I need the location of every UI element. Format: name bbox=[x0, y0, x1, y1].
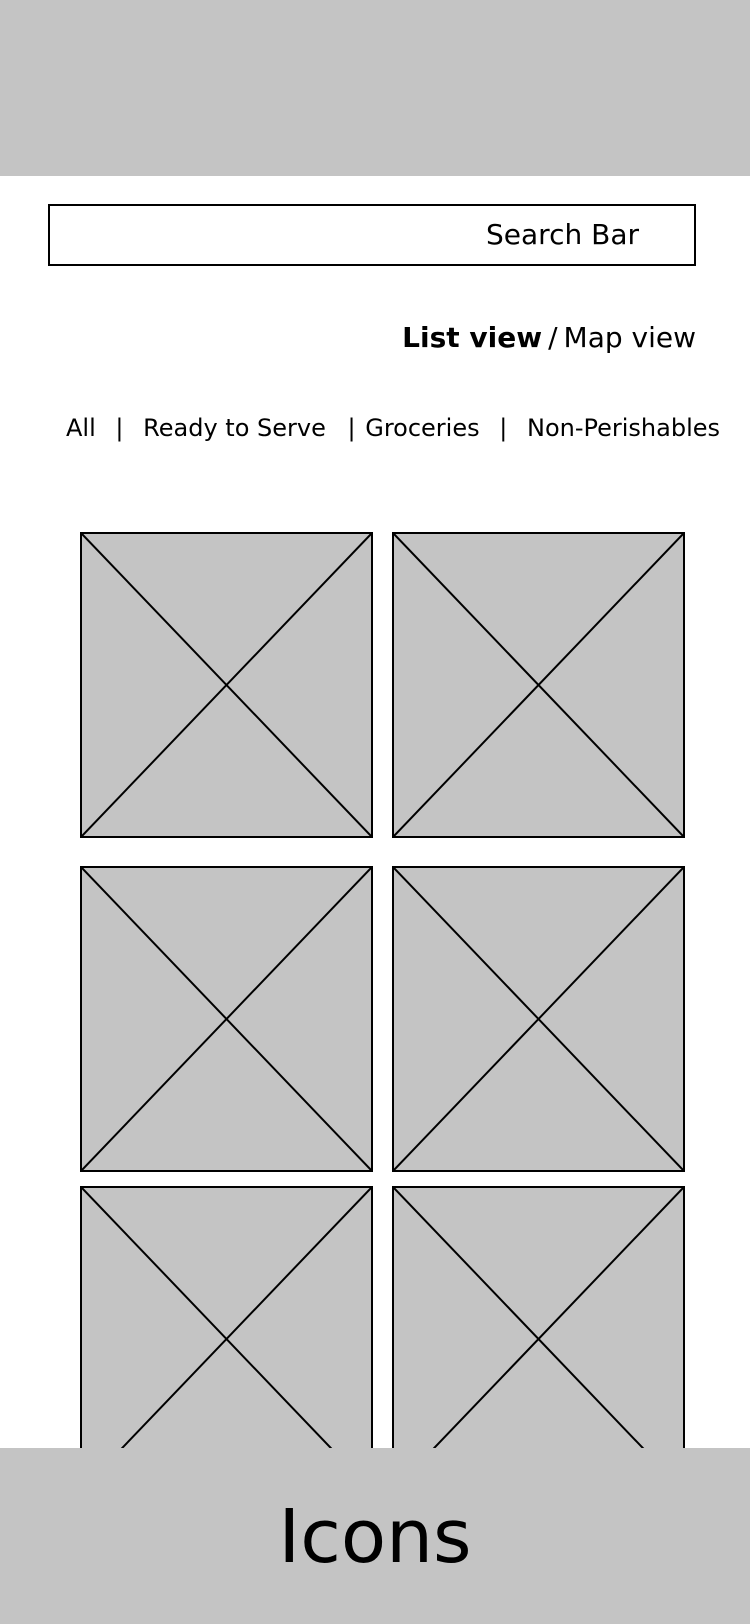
filter-tab-ready-to-serve[interactable]: Ready to Serve bbox=[143, 414, 326, 442]
image-placeholder-icon bbox=[82, 868, 371, 1170]
image-placeholder-icon bbox=[82, 1188, 371, 1490]
view-toggle: List view / Map view bbox=[402, 318, 696, 358]
image-placeholder-icon bbox=[394, 868, 683, 1170]
top-header-bar bbox=[0, 0, 750, 176]
filter-tab-non-perishables[interactable]: Non-Perishables bbox=[526, 414, 721, 442]
search-bar[interactable]: Search Bar bbox=[48, 204, 696, 266]
image-placeholder-icon bbox=[394, 534, 683, 836]
view-toggle-separator: / bbox=[548, 321, 558, 354]
grid-item-4[interactable] bbox=[392, 866, 685, 1172]
filter-separator: | bbox=[347, 414, 356, 442]
bottom-icon-bar: Icons bbox=[0, 1448, 750, 1624]
grid-item-2[interactable] bbox=[392, 532, 685, 838]
grid-item-1[interactable] bbox=[80, 532, 373, 838]
filter-tab-groceries[interactable]: Groceries bbox=[365, 414, 480, 442]
list-view-link[interactable]: List view bbox=[402, 321, 543, 354]
grid-item-6[interactable] bbox=[392, 1186, 685, 1492]
grid-item-3[interactable] bbox=[80, 866, 373, 1172]
image-placeholder-icon bbox=[394, 1188, 683, 1490]
grid-item-5[interactable] bbox=[80, 1186, 373, 1492]
filter-tabs: All | Ready to Serve | Groceries | Non-P… bbox=[66, 410, 720, 446]
bottom-bar-label: Icons bbox=[278, 1494, 472, 1580]
filter-tab-all[interactable]: All bbox=[66, 414, 96, 442]
search-bar-label: Search Bar bbox=[486, 218, 639, 251]
filter-separator: | bbox=[499, 414, 508, 442]
filter-separator: | bbox=[115, 414, 124, 442]
image-placeholder-icon bbox=[82, 534, 371, 836]
map-view-link[interactable]: Map view bbox=[563, 321, 696, 354]
